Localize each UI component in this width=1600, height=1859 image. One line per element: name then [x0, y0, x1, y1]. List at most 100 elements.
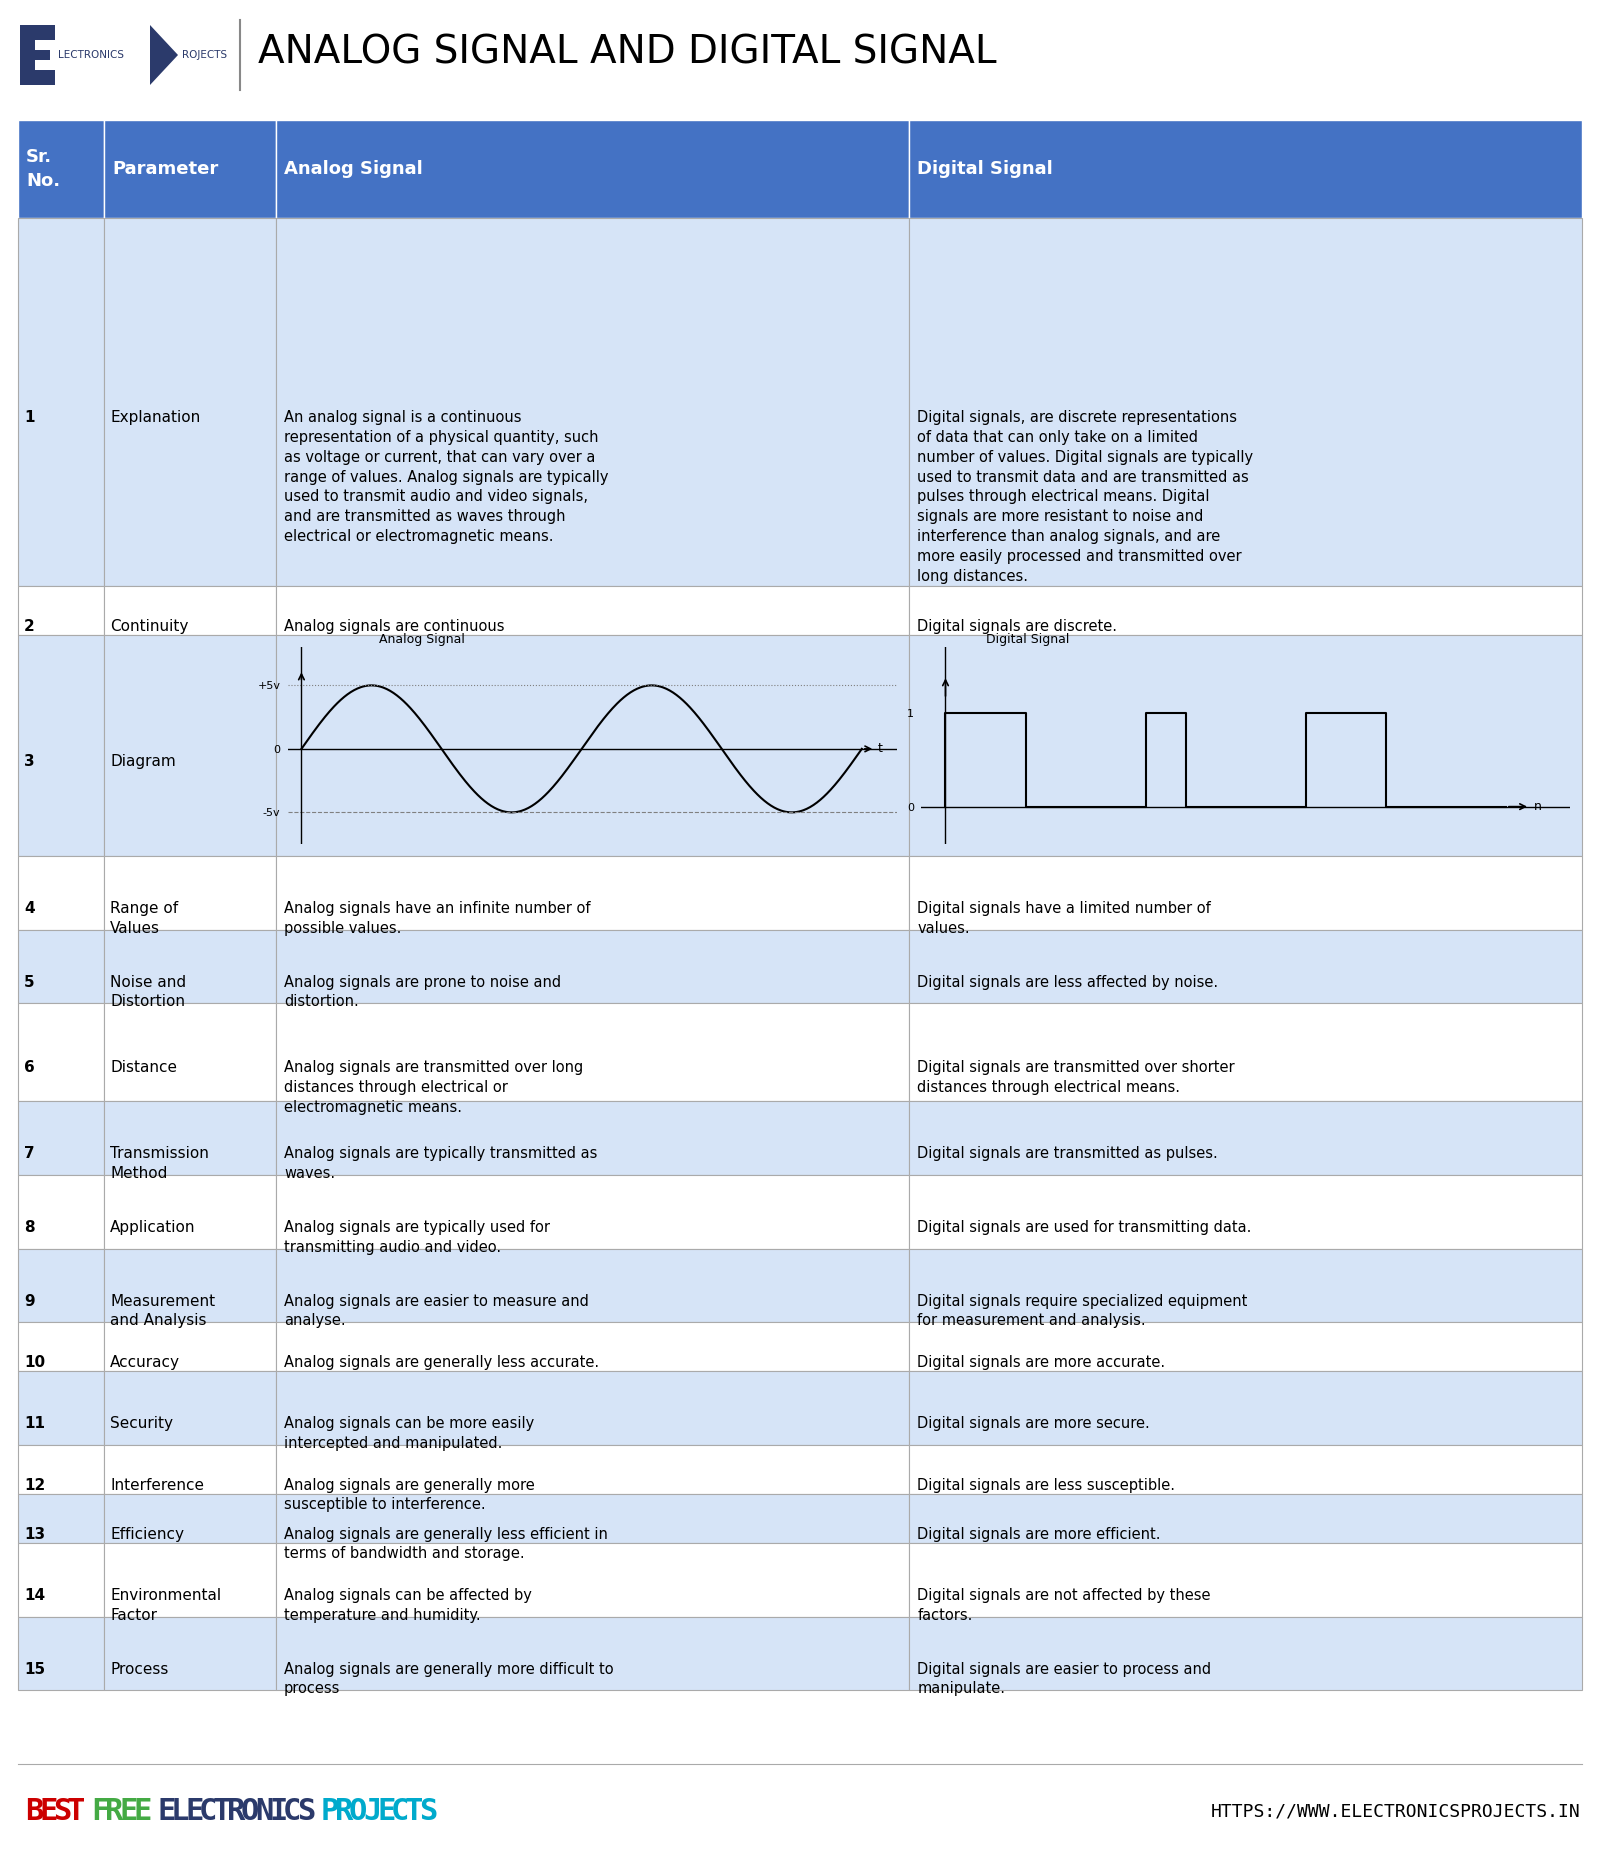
Bar [277, 1543, 909, 1617]
Text: Analog signals can be affected by
temperature and humidity.: Analog signals can be affected by temper… [285, 1588, 531, 1623]
Text: Digital signals are less susceptible.: Digital signals are less susceptible. [917, 1478, 1176, 1493]
Bar [277, 857, 909, 930]
Bar [277, 1372, 909, 1444]
Text: I: I [269, 1798, 288, 1826]
Bar [909, 636, 1582, 857]
Text: 3: 3 [24, 753, 35, 770]
Bar [18, 1175, 104, 1249]
Text: C: C [283, 1798, 301, 1826]
Bar [277, 930, 909, 1004]
Text: Interference: Interference [110, 1478, 205, 1493]
Text: 1: 1 [24, 411, 35, 426]
Text: 15: 15 [24, 1662, 45, 1677]
Bar [277, 1175, 909, 1249]
Text: LECTRONICS: LECTRONICS [58, 50, 125, 59]
Text: L: L [171, 1798, 189, 1826]
Text: B: B [26, 1798, 43, 1826]
Text: ANALOG SIGNAL AND DIGITAL SIGNAL: ANALOG SIGNAL AND DIGITAL SIGNAL [258, 33, 997, 71]
Bar [18, 857, 104, 930]
Bar [909, 1175, 1582, 1249]
Text: E: E [133, 1798, 152, 1826]
Bar [277, 1249, 909, 1322]
Text: Analog signals are typically used for
transmitting audio and video.: Analog signals are typically used for tr… [285, 1220, 550, 1255]
Bar [909, 1444, 1582, 1495]
Bar [104, 636, 277, 857]
Text: Efficiency: Efficiency [110, 1526, 184, 1541]
Bar [104, 1102, 277, 1175]
Bar [909, 1004, 1582, 1102]
Bar [909, 121, 1582, 218]
Text: 7: 7 [24, 1147, 35, 1162]
Text: Digital signals are more secure.: Digital signals are more secure. [917, 1417, 1150, 1431]
Bar [104, 1175, 277, 1249]
Bar [277, 1495, 909, 1543]
Text: T: T [405, 1798, 424, 1826]
Text: E: E [378, 1798, 395, 1826]
Text: 11: 11 [24, 1417, 45, 1431]
Text: Distance: Distance [110, 1060, 178, 1075]
Text: S: S [419, 1798, 437, 1826]
Bar [104, 586, 277, 636]
Text: Analog signals are generally less accurate.: Analog signals are generally less accura… [285, 1355, 598, 1370]
Bar [18, 121, 104, 218]
Bar [909, 1543, 1582, 1617]
Text: C: C [198, 1798, 218, 1826]
Text: Explanation: Explanation [110, 411, 200, 426]
Text: Range of
Values: Range of Values [110, 902, 178, 935]
Text: Analog signals are generally less efficient in
terms of bandwidth and storage.: Analog signals are generally less effici… [285, 1526, 608, 1562]
Bar [104, 1322, 277, 1372]
Text: Analog signals are prone to noise and
distortion.: Analog signals are prone to noise and di… [285, 974, 562, 1009]
Bar [909, 1249, 1582, 1322]
Text: Digital signals are easier to process and
manipulate.: Digital signals are easier to process an… [917, 1662, 1211, 1697]
Bar [104, 1617, 277, 1690]
Text: ROJECTS: ROJECTS [182, 50, 227, 59]
Bar [909, 1102, 1582, 1175]
Text: Digital signals are more accurate.: Digital signals are more accurate. [917, 1355, 1166, 1370]
Text: Diagram: Diagram [110, 753, 176, 770]
Text: R: R [227, 1798, 245, 1826]
Text: Digital signals are used for transmitting data.: Digital signals are used for transmittin… [917, 1220, 1251, 1234]
Text: Accuracy: Accuracy [110, 1355, 181, 1370]
Bar [104, 857, 277, 930]
Text: Digital Signal: Digital Signal [917, 160, 1053, 178]
Bar [18, 1372, 104, 1444]
Text: Digital signals have a limited number of
values.: Digital signals have a limited number of… [917, 902, 1211, 935]
Text: Digital signals are discrete.: Digital signals are discrete. [917, 619, 1117, 634]
Text: Analog signals can be more easily
intercepted and manipulated.: Analog signals can be more easily interc… [285, 1417, 534, 1452]
Bar [909, 930, 1582, 1004]
Text: Analog signals are typically transmitted as
waves.: Analog signals are typically transmitted… [285, 1147, 597, 1180]
Text: Noise and
Distortion: Noise and Distortion [110, 974, 186, 1009]
Text: Transmission
Method: Transmission Method [110, 1147, 210, 1180]
Bar [18, 1102, 104, 1175]
Bar [18, 1495, 104, 1543]
Bar [18, 1617, 104, 1690]
Bar [104, 1372, 277, 1444]
Text: Security: Security [110, 1417, 173, 1431]
Bar [18, 930, 104, 1004]
Bar [104, 1004, 277, 1102]
Text: Analog Signal: Analog Signal [285, 160, 422, 178]
Text: Continuity: Continuity [110, 619, 189, 634]
Text: T: T [213, 1798, 232, 1826]
Bar [104, 1249, 277, 1322]
Bar [277, 1617, 909, 1690]
Bar [277, 586, 909, 636]
Text: Analog Signal: Analog Signal [379, 634, 466, 647]
Polygon shape [150, 24, 178, 86]
Bar [18, 1322, 104, 1372]
Text: Application: Application [110, 1220, 195, 1234]
Bar [104, 1495, 277, 1543]
Bar [18, 1444, 104, 1495]
Text: Analog signals are transmitted over long
distances through electrical or
electro: Analog signals are transmitted over long… [285, 1060, 584, 1115]
Text: Digital signals require specialized equipment
for measurement and analysis.: Digital signals require specialized equi… [917, 1294, 1248, 1329]
Text: S: S [53, 1798, 72, 1826]
Text: Digital Signal: Digital Signal [986, 634, 1070, 647]
Text: Analog signals are generally more difficult to
process: Analog signals are generally more diffic… [285, 1662, 614, 1697]
Bar [104, 218, 277, 586]
Bar [277, 1322, 909, 1372]
Text: S: S [298, 1798, 315, 1826]
Bar [18, 218, 104, 586]
Text: R: R [106, 1798, 123, 1826]
Text: 10: 10 [24, 1355, 45, 1370]
Text: 13: 13 [24, 1526, 45, 1541]
